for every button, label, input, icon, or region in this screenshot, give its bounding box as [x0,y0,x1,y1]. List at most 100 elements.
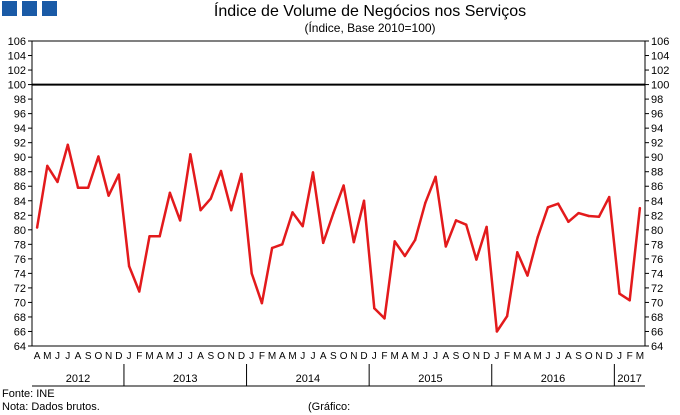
x-tick-label-month: O [585,351,593,362]
x-year-label: 2013 [173,373,197,385]
y-tick-label-left: 68 [14,312,26,324]
x-year-label: 2016 [541,373,565,385]
x-tick-label-month: A [402,351,409,362]
x-tick-label-month: F [627,351,633,362]
data-point [46,164,49,168]
y-tick-label-right: 88 [651,167,663,179]
x-tick-label-month: M [145,351,153,362]
data-point [127,264,131,268]
y-tick-label-left: 94 [14,123,26,135]
x-tick-label-month: S [575,351,582,362]
data-point [618,292,621,295]
x-tick-label-month: S [85,351,92,362]
chart-reference: (Gráfico: [308,401,351,413]
data-point [86,186,90,189]
x-tick-label-month: S [453,351,460,362]
data-point [97,155,100,158]
x-tick-label-month: M [166,351,174,362]
data-point [281,243,284,246]
logo-square-1 [2,1,17,16]
x-tick-label-month: O [217,351,225,362]
y-tick-label-right: 74 [651,268,663,280]
data-point [475,258,478,261]
data-point [577,211,580,215]
y-tick-label-left: 100 [8,80,26,92]
data-point [383,317,386,320]
data-point [516,251,519,254]
x-tick-label-month: N [350,351,357,362]
y-tick-label-left: 74 [14,268,26,280]
data-point [434,175,437,178]
x-tick-label-month: M [513,351,521,362]
data-point [311,171,315,174]
data-point [424,201,427,205]
y-tick-label-left: 80 [14,225,26,237]
y-tick-label-right: 78 [651,239,663,251]
chart-subtitle: (Índice, Base 2010=100) [304,21,436,35]
y-tick-label-right: 80 [651,225,663,237]
x-tick-label-month: J [556,351,561,362]
data-point [587,214,591,218]
x-tick-label-month: J [65,351,70,362]
y-tick-label-left: 84 [14,196,26,208]
data-point [362,199,366,202]
x-tick-label-month: J [127,351,132,362]
data-point [628,299,631,302]
x-year-label: 2015 [418,373,442,385]
data-point [403,254,407,258]
data-point [485,225,488,229]
data-point [66,143,69,147]
y-tick-label-right: 84 [651,196,663,208]
data-point [526,274,529,277]
x-tick-label-month: J [249,351,254,362]
plot-frame [31,40,646,347]
y-tick-label-right: 106 [651,36,669,48]
y-tick-label-left: 66 [14,326,26,338]
data-point [76,186,80,189]
data-point [332,211,335,215]
x-tick-label-month: M [636,351,644,362]
data-point [444,245,447,248]
x-tick-label-month: D [115,351,122,362]
y-tick-label-right: 104 [651,51,669,63]
x-tick-label-month: A [75,351,82,362]
data-point [240,172,243,176]
data-point [342,184,345,187]
x-tick-label-month: A [442,351,449,362]
y-tick-label-right: 98 [651,94,663,106]
data-point [495,330,499,333]
y-tick-label-left: 72 [14,283,26,295]
x-tick-label-month: O [340,351,348,362]
y-tick-label-right: 66 [651,326,663,338]
data-point [393,240,396,243]
data-point [35,226,39,229]
data-point [209,197,212,200]
data-point [158,235,161,238]
y-tick-label-left: 82 [14,210,26,222]
x-tick-label-month: M [534,351,542,362]
data-point [301,224,304,228]
y-tick-label-left: 76 [14,254,26,266]
data-point [219,169,223,173]
x-year-label: 2014 [296,373,320,385]
y-tick-label-right: 90 [651,152,663,164]
data-point [373,307,376,310]
data-point [413,238,417,242]
x-tick-label-month: M [391,351,399,362]
data-point [608,195,611,199]
x-tick-label-month: J [372,351,377,362]
data-point [321,241,325,245]
y-tick-label-left: 70 [14,297,26,309]
x-tick-label-month: J [55,351,60,362]
x-tick-label-month: J [178,351,183,362]
x-tick-label-month: A [524,351,531,362]
y-tick-label-left: 90 [14,152,26,164]
data-point [148,235,151,238]
x-tick-label-month: A [34,351,41,362]
data-point [270,246,274,250]
chart-title: Índice de Volume de Negócios nos Serviço… [213,3,527,20]
y-tick-label-right: 76 [651,254,663,266]
y-tick-label-left: 106 [8,36,26,48]
y-tick-label-left: 64 [14,341,26,353]
